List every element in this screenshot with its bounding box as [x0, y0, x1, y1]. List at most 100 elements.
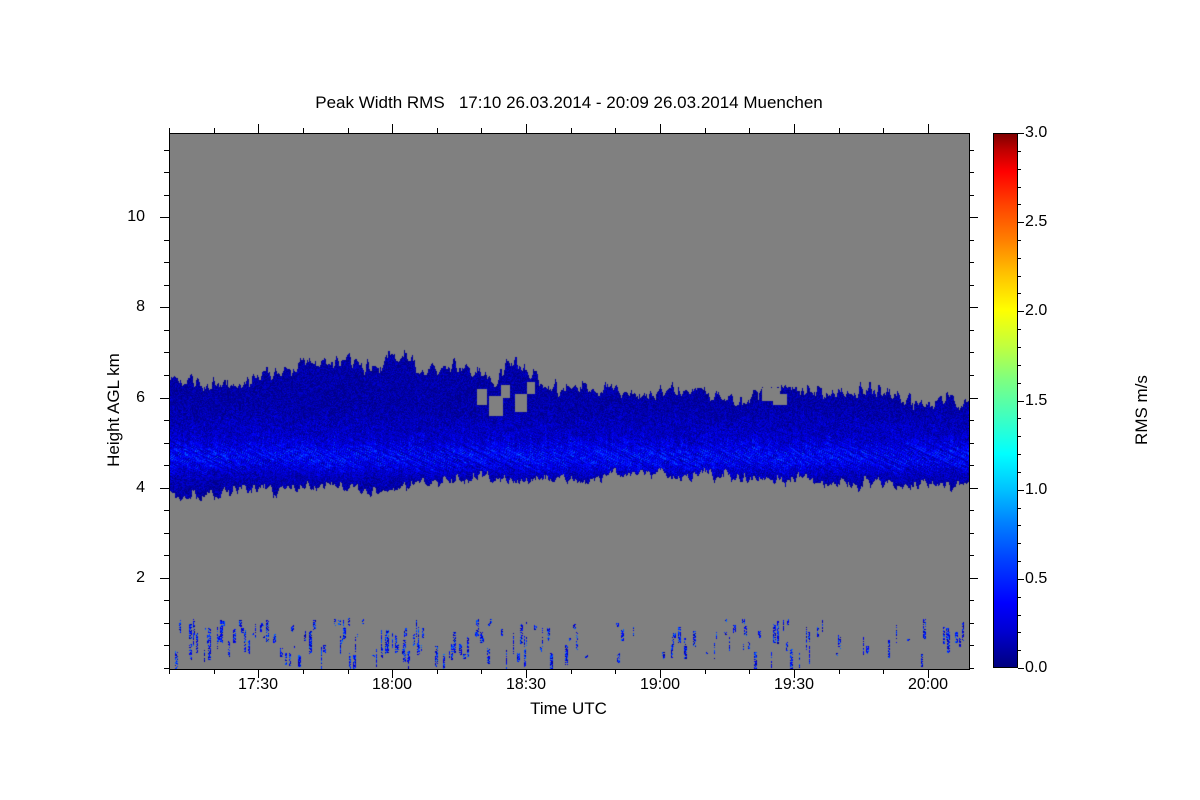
colorbar-tick-label: 0.5: [1025, 570, 1048, 587]
x-tick-minor-top: [883, 128, 884, 133]
y-tick-minor: [164, 600, 169, 601]
y-tick-minor: [164, 645, 169, 646]
x-tick-minor-top: [303, 128, 304, 133]
colorbar-tick-label: 1.5: [1025, 392, 1048, 409]
colorbar-tick-minor: [1018, 347, 1021, 348]
x-tick-major-top: [258, 124, 259, 133]
colorbar-tick-major: [1018, 311, 1024, 312]
x-tick-minor: [214, 669, 215, 674]
y-tick-minor: [164, 150, 169, 151]
y-tick-minor: [164, 668, 169, 669]
x-tick-minor: [615, 669, 616, 674]
y-tick-major-right: [969, 488, 978, 489]
y-tick-minor: [164, 195, 169, 196]
y-tick-minor: [164, 375, 169, 376]
x-tick-minor-top: [169, 128, 170, 133]
plot-area[interactable]: [169, 133, 970, 670]
colorbar-tick-minor: [1018, 632, 1021, 633]
colorbar-tick-minor: [1018, 187, 1021, 188]
colorbar-tick-minor: [1018, 204, 1021, 205]
colorbar-tick-minor: [1018, 472, 1021, 473]
y-tick-minor-right: [969, 330, 974, 331]
colorbar-tick-minor: [1018, 543, 1021, 544]
y-tick-minor-right: [969, 375, 974, 376]
x-tick-minor: [571, 669, 572, 674]
x-axis-label: Time UTC: [530, 699, 607, 718]
y-tick-minor: [164, 330, 169, 331]
colorbar-tick-label: 2.0: [1025, 302, 1048, 319]
y-tick-minor: [164, 555, 169, 556]
x-tick-major: [794, 669, 795, 678]
y-axis-tick-labels: 2 4 6 8 10: [0, 0, 160, 800]
colorbar-tick-label: 0.0: [1025, 659, 1048, 676]
y-tick-minor-right: [969, 623, 974, 624]
y-tick-minor-right: [969, 240, 974, 241]
x-tick-major: [258, 669, 259, 678]
y-tick-minor-right: [969, 262, 974, 263]
colorbar-tick-minor: [1018, 383, 1021, 384]
colorbar-tick-minor: [1018, 525, 1021, 526]
colorbar[interactable]: [993, 133, 1018, 668]
y-tick-minor-right: [969, 285, 974, 286]
y-tick-major: [160, 217, 169, 218]
colorbar-tick-minor: [1018, 365, 1021, 366]
y-tick-minor-right: [969, 150, 974, 151]
x-tick-label: 19:30: [773, 676, 815, 693]
x-tick-label: 17:30: [237, 676, 279, 693]
y-tick-label: 4: [136, 479, 145, 496]
x-tick-minor-top: [705, 128, 706, 133]
y-tick-major: [160, 488, 169, 489]
x-tick-major: [392, 669, 393, 678]
colorbar-tick-minor: [1018, 258, 1021, 259]
y-tick-major-right: [969, 307, 978, 308]
colorbar-tick-major: [1018, 668, 1024, 669]
x-tick-major-top: [794, 124, 795, 133]
y-tick-minor-right: [969, 195, 974, 196]
y-tick-minor: [164, 510, 169, 511]
colorbar-tick-major: [1018, 490, 1024, 491]
x-tick-label: 18:30: [505, 676, 547, 693]
x-tick-minor: [437, 669, 438, 674]
x-tick-minor-top: [481, 128, 482, 133]
y-tick-major: [160, 398, 169, 399]
y-tick-minor: [164, 262, 169, 263]
colorbar-tick-minor: [1018, 240, 1021, 241]
x-tick-major: [660, 669, 661, 678]
y-tick-minor-right: [969, 645, 974, 646]
y-tick-minor-right: [969, 352, 974, 353]
colorbar-tick-minor: [1018, 436, 1021, 437]
colorbar-tick-label: 1.0: [1025, 481, 1048, 498]
y-tick-major-right: [969, 578, 978, 579]
x-tick-major-top: [526, 124, 527, 133]
heatmap-data-canvas: [170, 134, 969, 669]
x-tick-major: [526, 669, 527, 678]
x-tick-minor: [839, 669, 840, 674]
colorbar-tick-major: [1018, 133, 1024, 134]
colorbar-gradient: [993, 133, 1018, 668]
x-tick-minor: [705, 669, 706, 674]
y-tick-label: 6: [136, 389, 145, 406]
y-tick-minor-right: [969, 555, 974, 556]
y-tick-minor-right: [969, 510, 974, 511]
x-tick-minor: [169, 669, 170, 674]
x-tick-major-top: [928, 124, 929, 133]
colorbar-tick-minor: [1018, 151, 1021, 152]
x-tick-label: 20:00: [907, 676, 949, 693]
y-tick-minor-right: [969, 668, 974, 669]
x-tick-minor: [348, 669, 349, 674]
colorbar-tick-minor: [1018, 650, 1021, 651]
colorbar-tick-minor: [1018, 597, 1021, 598]
x-tick-major-top: [392, 124, 393, 133]
colorbar-label: RMS m/s: [1132, 375, 1151, 445]
x-tick-minor: [481, 669, 482, 674]
x-tick-minor-top: [571, 128, 572, 133]
y-tick-minor-right: [969, 172, 974, 173]
colorbar-tick-minor: [1018, 454, 1021, 455]
y-tick-minor-right: [969, 600, 974, 601]
y-tick-minor-right: [969, 443, 974, 444]
y-tick-label: 2: [136, 569, 145, 586]
colorbar-tick-major: [1018, 401, 1024, 402]
x-tick-minor-top: [214, 128, 215, 133]
x-tick-minor-top: [437, 128, 438, 133]
colorbar-tick-minor: [1018, 561, 1021, 562]
